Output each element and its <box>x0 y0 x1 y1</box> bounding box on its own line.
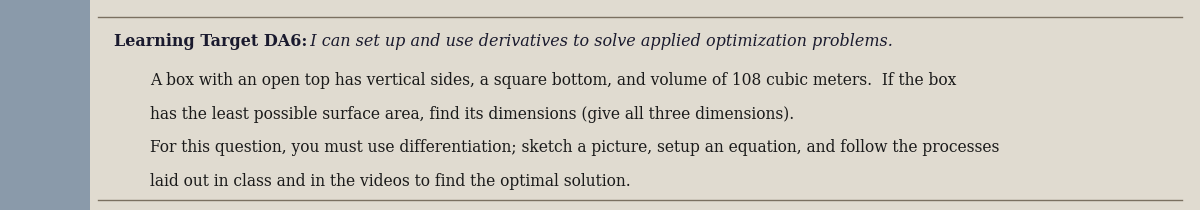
Text: A box with an open top has vertical sides, a square bottom, and volume of 108 cu: A box with an open top has vertical side… <box>150 72 956 89</box>
Text: laid out in class and in the videos to find the optimal solution.: laid out in class and in the videos to f… <box>150 173 631 190</box>
Bar <box>0 0 90 210</box>
Text: For this question, you must use differentiation; sketch a picture, setup an equa: For this question, you must use differen… <box>150 139 1000 156</box>
Text: Learning Target DA6:: Learning Target DA6: <box>114 33 307 50</box>
Text: has the least possible surface area, find its dimensions (give all three dimensi: has the least possible surface area, fin… <box>150 106 794 123</box>
Text: I can set up and use derivatives to solve applied optimization problems.: I can set up and use derivatives to solv… <box>300 33 893 50</box>
